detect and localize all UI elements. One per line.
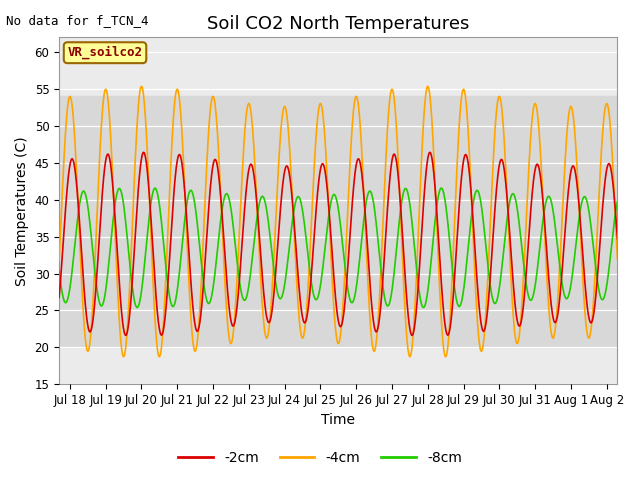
Text: No data for f_TCN_4: No data for f_TCN_4 xyxy=(6,14,149,27)
Bar xyxy=(59,96,618,348)
X-axis label: Time: Time xyxy=(321,413,355,427)
Text: VR_soilco2: VR_soilco2 xyxy=(68,46,143,60)
Y-axis label: Soil Temperatures (C): Soil Temperatures (C) xyxy=(15,136,29,286)
Legend: -2cm, -4cm, -8cm: -2cm, -4cm, -8cm xyxy=(173,445,467,471)
Title: Soil CO2 North Temperatures: Soil CO2 North Temperatures xyxy=(207,15,470,33)
